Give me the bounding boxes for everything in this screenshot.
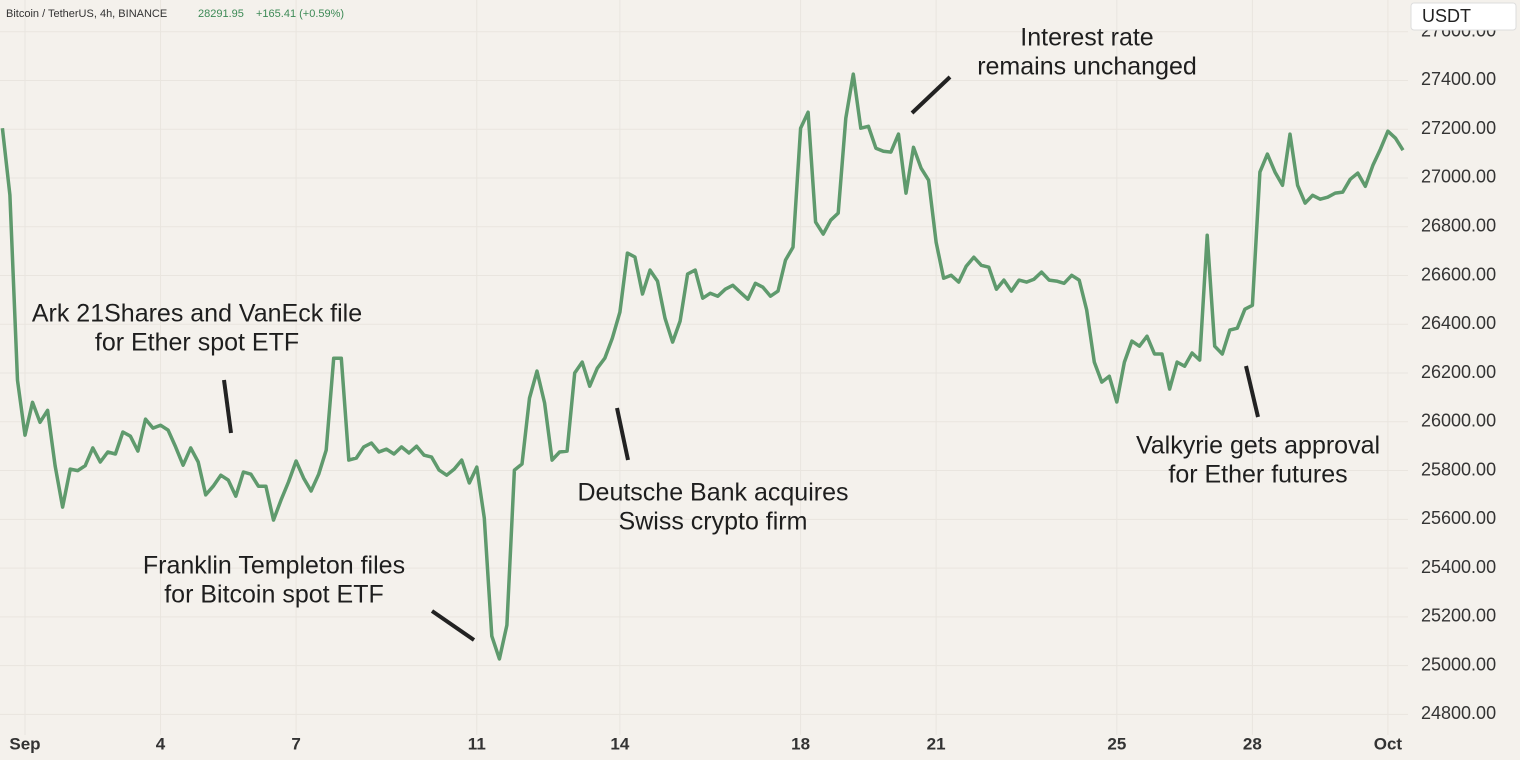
y-tick-label: 26000.00 [1421, 411, 1496, 431]
x-tick-label: 4 [156, 734, 166, 753]
annotation-text: Valkyrie gets approval [1136, 432, 1380, 460]
x-tick-label: 25 [1107, 734, 1126, 753]
pointer [910, 75, 952, 115]
y-tick-label: 24800.00 [1421, 703, 1496, 723]
x-tick-label: 18 [791, 734, 810, 753]
plot [0, 72, 1405, 661]
annotation-text: remains unchanged [977, 53, 1197, 81]
y-tick-label: 26400.00 [1421, 313, 1496, 333]
annotation-text: for Ether futures [1168, 461, 1347, 489]
annotation-text: Franklin Templeton files [143, 552, 405, 580]
y-tick-label: 25800.00 [1421, 459, 1496, 479]
symbol-label: Bitcoin / TetherUS, 4h, BINANCE [6, 8, 167, 20]
currency-box[interactable] [1410, 2, 1517, 31]
grid [0, 0, 1408, 735]
axis: 24800.00 25000.00 25200.00 25400.00 25600.00… [9, 20, 1496, 753]
y-tick-label: 27000.00 [1421, 167, 1496, 187]
pointer [1244, 365, 1260, 418]
y-tick-label: 26600.00 [1421, 264, 1496, 284]
price-line [0, 72, 1405, 661]
y-tick-label: 26800.00 [1421, 215, 1496, 235]
y-tick-label: 27400.00 [1421, 69, 1496, 89]
pointer [222, 379, 233, 434]
x-tick-label: 21 [927, 734, 946, 753]
annotation-text: for Bitcoin spot ETF [164, 581, 384, 609]
x-tick-label: Sep [9, 734, 40, 753]
y-tick-label: 26200.00 [1421, 362, 1496, 382]
y-tick-label: 25600.00 [1421, 508, 1496, 528]
y-tick-label: 25000.00 [1421, 654, 1496, 674]
annotation-pointers [222, 75, 1260, 642]
annotation-text: for Ether spot ETF [95, 329, 299, 357]
x-tick-label: 28 [1243, 734, 1262, 753]
annotation-text: Interest rate [1020, 24, 1153, 52]
x-tick-label: 11 [468, 734, 486, 753]
price-label: 28291.95 [198, 8, 244, 20]
y-tick-label: 25200.00 [1421, 606, 1496, 626]
x-tick-label: 7 [291, 734, 300, 753]
y-tick-label: 27200.00 [1421, 118, 1496, 138]
annotation-text: Deutsche Bank acquires [578, 479, 849, 507]
annotation-text: Swiss crypto firm [619, 508, 808, 536]
x-tick-label: 14 [610, 734, 629, 753]
annotation-text: Ark 21Shares and VanEck file [32, 300, 362, 328]
chart-header: Bitcoin / TetherUS, 4h, BINANCE 28291.95… [6, 8, 344, 20]
currency-label[interactable]: USDT [1422, 6, 1471, 26]
pointer [615, 407, 630, 461]
change-label: +165.41 (+0.59%) [256, 8, 344, 20]
y-tick-label: 25400.00 [1421, 557, 1496, 577]
x-tick-label: Oct [1374, 734, 1403, 753]
pointer [430, 609, 476, 642]
